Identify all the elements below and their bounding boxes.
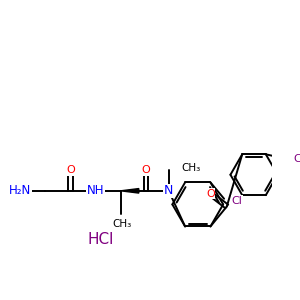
Text: N: N (164, 184, 173, 197)
Text: CH₃: CH₃ (113, 219, 132, 230)
Text: Cl: Cl (293, 154, 300, 164)
Text: CH₃: CH₃ (182, 163, 201, 173)
Text: NH: NH (86, 184, 104, 197)
Text: Cl: Cl (231, 196, 242, 206)
Polygon shape (121, 189, 139, 193)
Text: O: O (142, 165, 150, 175)
Text: O: O (66, 165, 75, 175)
Text: O: O (206, 189, 215, 199)
Text: H₂N: H₂N (9, 184, 31, 197)
Text: HCl: HCl (88, 232, 114, 247)
